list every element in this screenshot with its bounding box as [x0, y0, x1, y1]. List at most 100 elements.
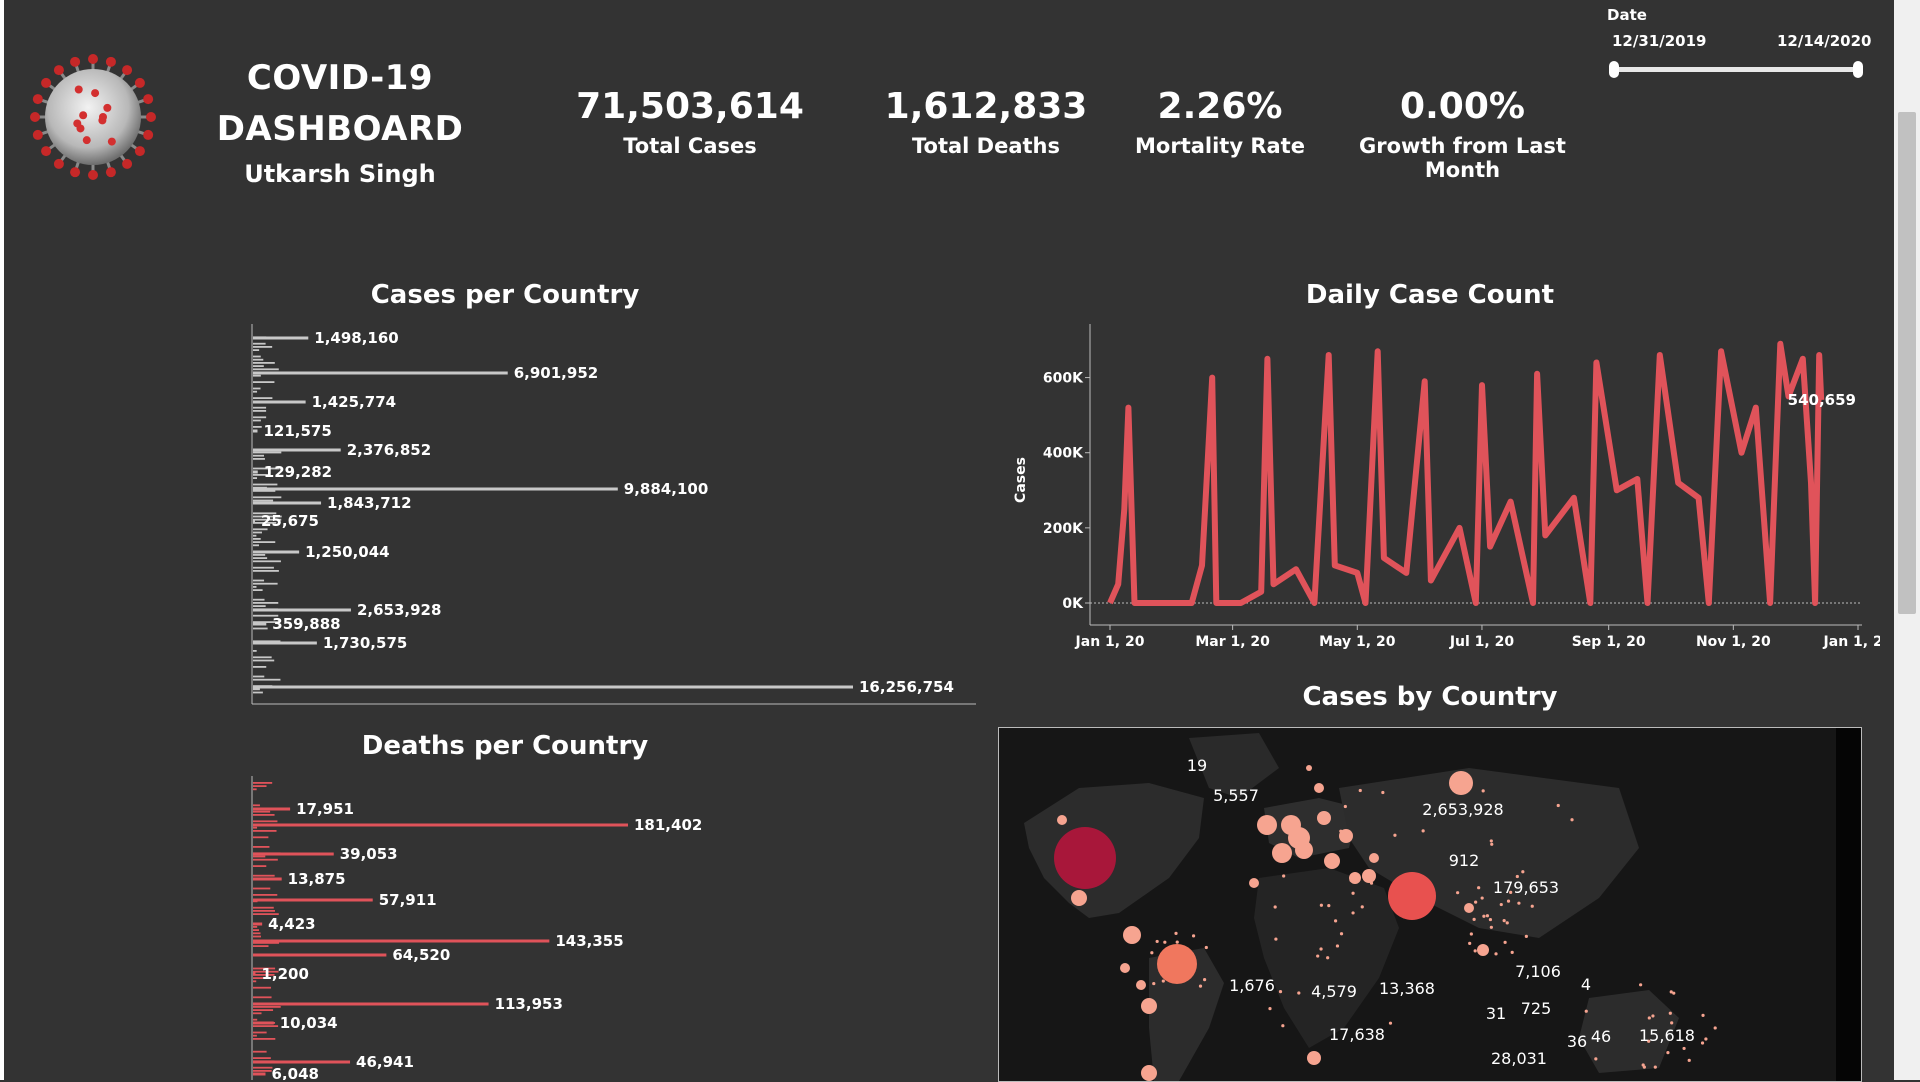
- map-country-dot[interactable]: [1570, 818, 1574, 822]
- map-country-dot[interactable]: [1150, 951, 1154, 955]
- bar-unlabeled[interactable]: [253, 1038, 276, 1040]
- bar-unlabeled[interactable]: [253, 458, 265, 460]
- map-country-dot[interactable]: [1669, 990, 1673, 994]
- bar-unlabeled[interactable]: [253, 810, 271, 813]
- map-country-dot[interactable]: [1502, 919, 1506, 923]
- bar-labeled[interactable]: [253, 807, 291, 811]
- bar-unlabeled[interactable]: [253, 906, 274, 909]
- south-africa-bubble[interactable]: [1307, 1051, 1321, 1065]
- bar-unlabeled[interactable]: [253, 1031, 267, 1034]
- map-country-dot[interactable]: [1351, 911, 1355, 915]
- bar-unlabeled[interactable]: [253, 342, 266, 345]
- bar-unlabeled[interactable]: [253, 830, 277, 832]
- bar-unlabeled[interactable]: [253, 804, 260, 807]
- map-country-dot[interactable]: [1161, 979, 1165, 983]
- bar-unlabeled[interactable]: [253, 602, 279, 604]
- bar-unlabeled[interactable]: [253, 874, 275, 877]
- map-country-dot[interactable]: [1468, 941, 1472, 945]
- indonesia-bubble[interactable]: [1477, 944, 1489, 956]
- map-country-dot[interactable]: [1704, 1037, 1708, 1041]
- ukraine-bubble[interactable]: [1339, 829, 1353, 843]
- bar-unlabeled[interactable]: [253, 980, 257, 983]
- map-country-dot[interactable]: [1489, 839, 1493, 843]
- bar-unlabeled[interactable]: [253, 1034, 257, 1037]
- bar-unlabeled[interactable]: [253, 691, 263, 694]
- map-country-dot[interactable]: [1388, 1021, 1393, 1025]
- map-country-dot[interactable]: [1639, 983, 1643, 987]
- map-country-dot[interactable]: [1594, 1057, 1598, 1061]
- map-country-dot[interactable]: [1326, 956, 1330, 960]
- bar-unlabeled[interactable]: [253, 566, 274, 569]
- mexico-bubble[interactable]: [1071, 890, 1087, 906]
- bar-labeled[interactable]: [253, 685, 853, 689]
- bar-unlabeled[interactable]: [253, 349, 260, 351]
- bar-unlabeled[interactable]: [253, 942, 280, 944]
- bar-unlabeled[interactable]: [253, 678, 281, 681]
- map-country-dot[interactable]: [1503, 940, 1507, 944]
- brazil-bubble[interactable]: [1157, 944, 1197, 984]
- map-country-dot[interactable]: [1510, 950, 1514, 954]
- bar-labeled[interactable]: [253, 429, 258, 433]
- bar-unlabeled[interactable]: [253, 1009, 274, 1011]
- bar-labeled[interactable]: [253, 400, 306, 404]
- bar-unlabeled[interactable]: [253, 410, 267, 412]
- canada-bubble[interactable]: [1057, 815, 1067, 825]
- bar-unlabeled[interactable]: [253, 560, 281, 563]
- map-country-dot[interactable]: [1647, 1016, 1651, 1020]
- map-country-dot[interactable]: [1506, 899, 1511, 903]
- bar-unlabeled[interactable]: [253, 1057, 271, 1059]
- bar-unlabeled[interactable]: [253, 814, 275, 816]
- argentina-bubble[interactable]: [1141, 1065, 1157, 1081]
- bar-labeled[interactable]: [253, 852, 334, 856]
- map-country-dot[interactable]: [1524, 934, 1528, 938]
- bar-unlabeled[interactable]: [253, 598, 265, 601]
- uk-bubble[interactable]: [1257, 815, 1277, 835]
- map-country-dot[interactable]: [1174, 931, 1178, 936]
- bar-labeled[interactable]: [253, 501, 322, 505]
- map-country-dot[interactable]: [1474, 900, 1478, 904]
- usa-bubble[interactable]: [1054, 827, 1116, 889]
- map-country-dot[interactable]: [1274, 937, 1278, 941]
- map-country-dot[interactable]: [1203, 978, 1207, 982]
- bar-unlabeled[interactable]: [253, 582, 278, 585]
- map-country-dot[interactable]: [1653, 1065, 1657, 1069]
- bar-unlabeled[interactable]: [253, 621, 280, 623]
- map-country-dot[interactable]: [1456, 891, 1460, 895]
- bar-unlabeled[interactable]: [253, 474, 270, 476]
- bar-unlabeled[interactable]: [253, 496, 282, 499]
- bar-labeled[interactable]: [253, 519, 255, 523]
- map-country-dot[interactable]: [1473, 949, 1477, 953]
- map-country-dot[interactable]: [1163, 940, 1167, 944]
- map-country-dot[interactable]: [1490, 842, 1494, 846]
- bar-unlabeled[interactable]: [253, 368, 279, 371]
- colombia-bubble[interactable]: [1123, 926, 1141, 944]
- bar-unlabeled[interactable]: [253, 531, 262, 534]
- map-country-dot[interactable]: [1327, 904, 1331, 908]
- map-country-dot[interactable]: [1393, 833, 1397, 837]
- bar-unlabeled[interactable]: [253, 846, 270, 848]
- map-country-dot[interactable]: [1268, 1007, 1272, 1011]
- bar-labeled[interactable]: [253, 898, 373, 902]
- bar-labeled[interactable]: [253, 823, 628, 827]
- bar-unlabeled[interactable]: [253, 659, 275, 662]
- map-country-dot[interactable]: [1381, 790, 1385, 795]
- map-country-dot[interactable]: [1155, 939, 1159, 944]
- philippines-bubble[interactable]: [1464, 903, 1474, 913]
- map-country-dot[interactable]: [1687, 1058, 1691, 1062]
- bar-unlabeled[interactable]: [253, 490, 276, 492]
- map-country-dot[interactable]: [1477, 886, 1481, 890]
- bar-labeled[interactable]: [253, 1002, 489, 1006]
- map-country-dot[interactable]: [1469, 932, 1473, 936]
- map-country-dot[interactable]: [1488, 917, 1493, 922]
- map-country-dot[interactable]: [1651, 1014, 1655, 1018]
- bar-labeled[interactable]: [253, 972, 256, 976]
- germany-bubble[interactable]: [1281, 815, 1301, 835]
- bar-unlabeled[interactable]: [253, 374, 261, 377]
- cases-by-country-map[interactable]: 19 5,557 2,653,928 912 179,653 1,676 4,5…: [998, 727, 1862, 1082]
- bar-unlabeled[interactable]: [253, 858, 278, 861]
- bar-unlabeled[interactable]: [253, 467, 280, 470]
- bar-labeled[interactable]: [253, 939, 550, 943]
- bar-labeled[interactable]: [253, 922, 263, 926]
- bar-unlabeled[interactable]: [253, 1070, 272, 1072]
- bar-unlabeled[interactable]: [253, 541, 276, 543]
